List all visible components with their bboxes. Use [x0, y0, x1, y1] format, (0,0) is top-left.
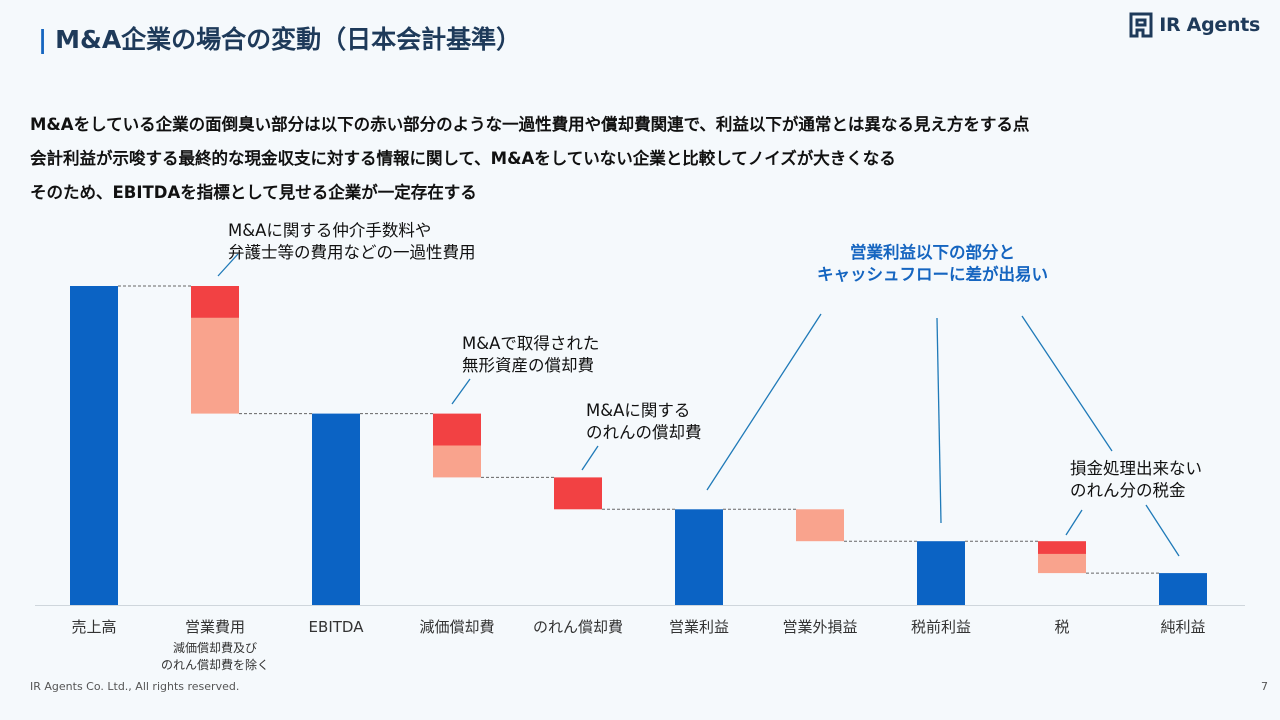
callout-line — [217, 253, 239, 277]
annotation-line: M&Aに関する仲介手数料や — [228, 221, 432, 240]
annotation-line: M&Aに関する — [586, 401, 691, 420]
x-tick-label: EBITDA — [309, 618, 365, 636]
x-tick-label: 純利益 — [1160, 618, 1205, 636]
lead-line: 会計利益が示唆する最終的な現金収支に対する情報に関して、M&Aをしていない企業と… — [30, 149, 896, 168]
x-tick-label: 営業費用 — [185, 618, 245, 636]
x-tick-note: のれん償却費を除く — [161, 657, 269, 672]
bar-segment-regular — [433, 445, 481, 478]
bar-segment-regular — [796, 509, 844, 542]
page-title: | M&A企業の場合の変動（日本会計基準） — [38, 20, 521, 56]
ir-agents-logo-icon — [1129, 12, 1153, 38]
annotation-line: キャッシュフローに差が出易い — [817, 265, 1048, 284]
x-tick-label: 営業外損益 — [782, 618, 857, 636]
x-tick-label: 営業利益 — [669, 618, 729, 636]
bar-segment-ma-related — [1038, 541, 1086, 554]
bar-total — [675, 509, 723, 605]
bar-total — [917, 541, 965, 605]
callout-line — [706, 313, 822, 491]
bar-total — [70, 286, 118, 605]
x-tick-note: 減価償却費及び — [173, 640, 257, 655]
annotation-one-time-cost: M&Aに関する仲介手数料や 弁護士等の費用などの一過性費用 — [228, 220, 476, 264]
annotation-line: のれん分の税金 — [1070, 481, 1186, 500]
callout-line — [1145, 504, 1180, 557]
annotation-line: 無形資産の償却費 — [462, 356, 594, 375]
callout-line — [581, 445, 599, 471]
bar-total — [1159, 573, 1207, 605]
page-number: 7 — [1261, 680, 1268, 693]
annotation-line: 営業利益以下の部分と — [850, 243, 1015, 262]
bar-segment-ma-related — [554, 477, 602, 510]
annotation-goodwill-amortization: M&Aに関する のれんの償却費 — [586, 400, 702, 444]
callout-line — [936, 317, 942, 524]
annotation-intangible-amortization: M&Aで取得された 無形資産の償却費 — [462, 333, 599, 377]
x-tick-label: 売上高 — [71, 618, 116, 636]
title-accent-bar: | — [38, 25, 48, 54]
x-tick-label: のれん償却費 — [533, 618, 623, 636]
x-tick-label: 税前利益 — [911, 618, 971, 636]
logo-text: IR Agents — [1159, 14, 1260, 36]
page-title-text: M&A企業の場合の変動（日本会計基準） — [55, 25, 522, 54]
annotation-tax: 損金処理出来ない のれん分の税金 — [1070, 458, 1202, 502]
bar-segment-ma-related — [191, 286, 239, 318]
lead-line: M&Aをしている企業の面倒臭い部分は以下の赤い部分のような一過性費用や償却費関連… — [30, 115, 1030, 134]
annotation-line: のれんの償却費 — [586, 423, 702, 442]
annotation-line: M&Aで取得された — [462, 334, 600, 353]
bar-total — [312, 413, 360, 605]
bar-segment-ma-related — [433, 413, 481, 446]
x-tick-label: 減価償却費 — [419, 618, 494, 636]
x-tick-label: 税 — [1054, 618, 1069, 636]
callout-line — [451, 378, 471, 405]
bar-segment-regular — [1038, 553, 1086, 574]
annotation-line: 弁護士等の費用などの一過性費用 — [228, 243, 476, 262]
annotation-cashflow-gap: 営業利益以下の部分と キャッシュフローに差が出易い — [800, 242, 1065, 286]
brand-logo: IR Agents — [1129, 12, 1260, 38]
callout-line — [1021, 315, 1113, 452]
copyright: IR Agents Co. Ltd., All rights reserved. — [30, 680, 240, 693]
lead-line: そのため、EBITDAを指標として見せる企業が一定存在する — [30, 183, 477, 202]
lead-text: M&Aをしている企業の面倒臭い部分は以下の赤い部分のような一過性費用や償却費関連… — [30, 108, 1029, 210]
bar-segment-regular — [191, 317, 239, 414]
callout-line — [1065, 509, 1083, 536]
annotation-line: 損金処理出来ない — [1070, 459, 1202, 478]
